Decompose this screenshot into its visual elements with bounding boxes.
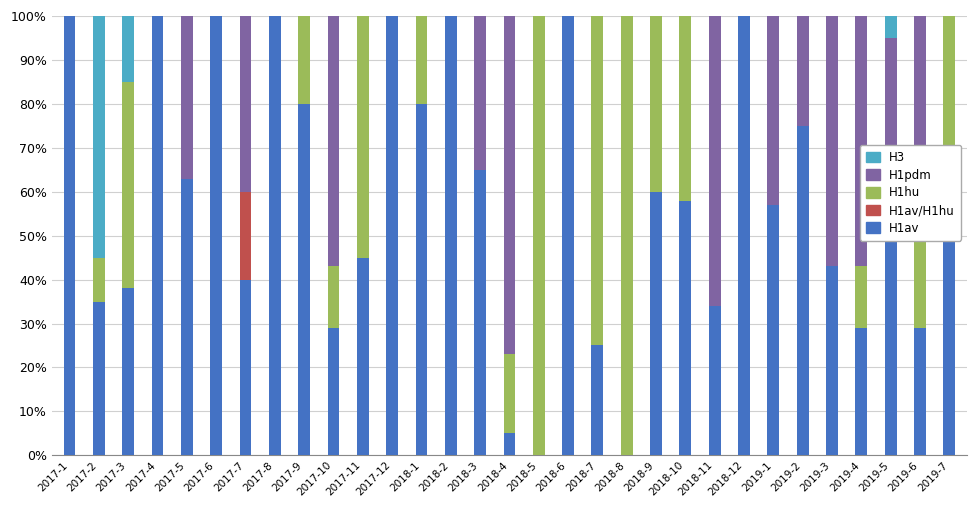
Bar	[884, 38, 896, 205]
Bar	[445, 16, 456, 455]
Bar	[884, 205, 896, 455]
Bar	[327, 16, 339, 266]
Bar	[93, 258, 105, 301]
Bar	[562, 16, 573, 455]
Bar	[503, 433, 515, 455]
Bar	[679, 16, 691, 201]
Legend: H3, H1pdm, H1hu, H1av/H1hu, H1av: H3, H1pdm, H1hu, H1av/H1hu, H1av	[859, 145, 960, 241]
Bar	[855, 328, 867, 455]
Bar	[357, 258, 368, 455]
Bar	[474, 170, 486, 455]
Bar	[738, 16, 749, 455]
Bar	[93, 16, 105, 258]
Bar	[239, 279, 251, 455]
Bar	[93, 301, 105, 455]
Bar	[913, 236, 925, 328]
Bar	[826, 16, 837, 266]
Bar	[386, 16, 398, 455]
Bar	[239, 16, 251, 192]
Bar	[298, 16, 310, 104]
Bar	[181, 16, 192, 179]
Bar	[679, 201, 691, 455]
Bar	[796, 16, 808, 126]
Bar	[415, 104, 427, 455]
Bar	[181, 179, 192, 455]
Bar	[620, 16, 632, 455]
Bar	[591, 16, 603, 346]
Bar	[64, 16, 75, 455]
Bar	[767, 205, 779, 455]
Bar	[122, 82, 134, 289]
Bar	[239, 192, 251, 279]
Bar	[415, 16, 427, 104]
Bar	[357, 16, 368, 258]
Bar	[855, 266, 867, 328]
Bar	[327, 328, 339, 455]
Bar	[210, 16, 222, 455]
Bar	[503, 16, 515, 354]
Bar	[532, 16, 544, 455]
Bar	[650, 16, 661, 192]
Bar	[327, 266, 339, 328]
Bar	[943, 16, 955, 236]
Bar	[151, 16, 163, 455]
Bar	[826, 266, 837, 455]
Bar	[708, 16, 720, 306]
Bar	[913, 16, 925, 236]
Bar	[943, 236, 955, 455]
Bar	[913, 328, 925, 455]
Bar	[474, 16, 486, 170]
Bar	[503, 354, 515, 433]
Bar	[767, 16, 779, 205]
Bar	[650, 192, 661, 455]
Bar	[884, 16, 896, 38]
Bar	[855, 16, 867, 266]
Bar	[122, 289, 134, 455]
Bar	[708, 306, 720, 455]
Bar	[122, 16, 134, 82]
Bar	[591, 346, 603, 455]
Bar	[796, 126, 808, 455]
Bar	[269, 16, 280, 455]
Bar	[298, 104, 310, 455]
